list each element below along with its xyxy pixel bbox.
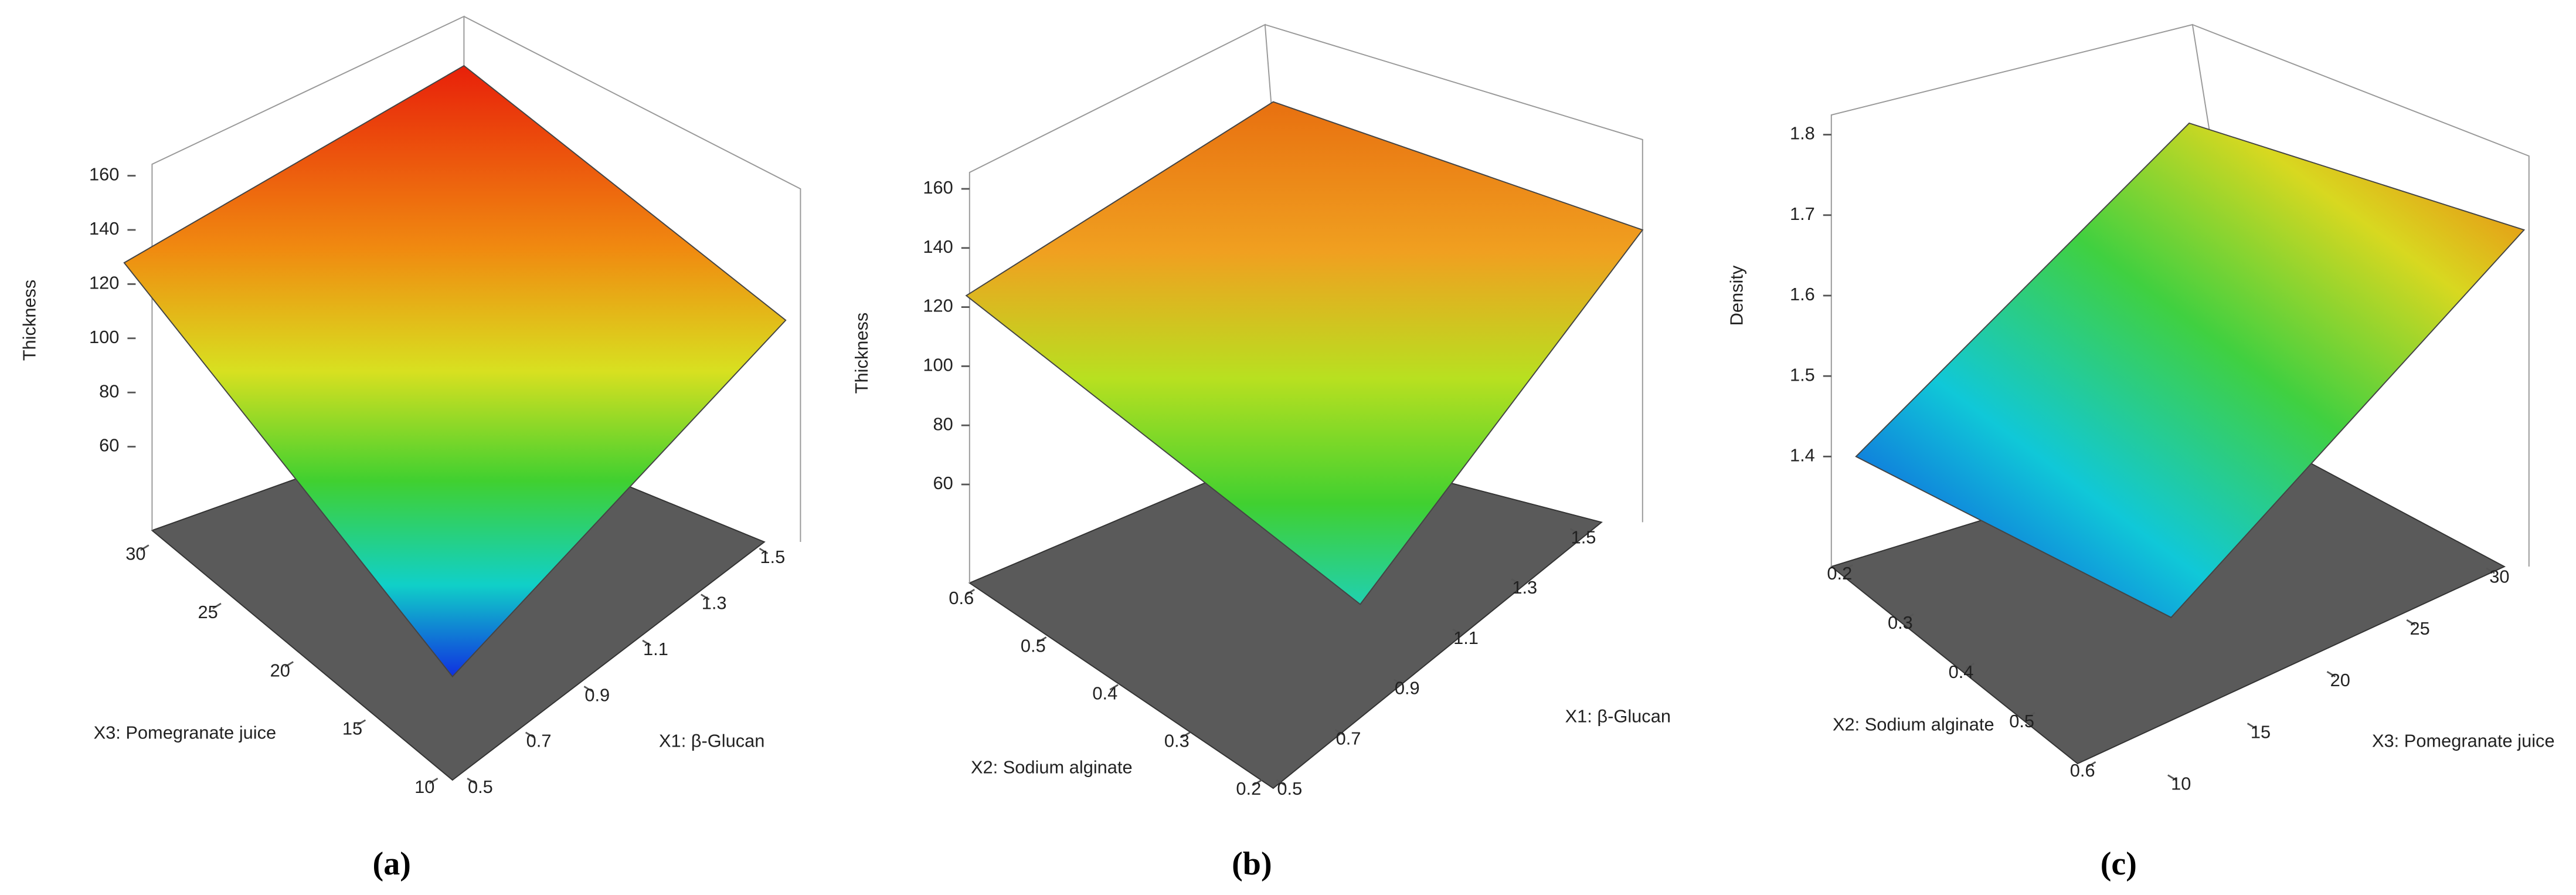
z-tick-label: 160: [923, 177, 953, 198]
y-tick: [284, 661, 294, 668]
y-tick: [1965, 662, 1975, 669]
z-tick-label: 60: [933, 473, 953, 493]
y-tick: [140, 544, 149, 551]
y-tick-label: 0.3: [1888, 612, 1913, 633]
panel-label: (a): [373, 846, 411, 882]
z-tick-label: 140: [89, 218, 119, 239]
x-tick-label: 1.3: [1512, 577, 1537, 598]
x-tick: [2326, 670, 2336, 677]
y-tick: [1109, 684, 1119, 691]
x-axis-label: X1: β-Glucan: [659, 731, 764, 751]
x-tick: [1511, 578, 1521, 585]
y-tick-label: 0.5: [2009, 711, 2034, 731]
y-tick: [2086, 761, 2096, 768]
x-tick-label: 0.9: [1395, 678, 1420, 699]
z-tick-label: 140: [923, 236, 953, 257]
panel-a-decor: [123, 15, 801, 781]
y-tick: [1037, 636, 1047, 643]
y-tick-label: 0.6: [2070, 760, 2095, 781]
x-tick-label: 0.5: [468, 777, 493, 797]
x-axis-label: X1: β-Glucan: [1565, 706, 1671, 727]
x-tick: [700, 594, 710, 601]
x-tick: [525, 731, 535, 738]
panel-b-decor: [965, 23, 1644, 789]
x-tick: [467, 777, 476, 784]
y-tick: [1905, 613, 1914, 620]
y-tick-label: 0.4: [1092, 683, 1117, 704]
panel-label: (c): [2101, 846, 2137, 882]
y-tick-label: 0.2: [1236, 778, 1261, 799]
panel-label: (b): [1232, 846, 1272, 882]
y-tick: [1844, 564, 1853, 571]
x-tick-label: 1.5: [760, 547, 785, 567]
y-tick-label: 0.5: [1021, 635, 1046, 656]
x-tick: [1394, 679, 1403, 686]
y-tick-label: 30: [125, 544, 145, 564]
y-tick: [356, 719, 366, 726]
y-tick-label: 20: [270, 660, 290, 680]
x-tick: [2406, 619, 2415, 626]
y-tick-label: 0.4: [1949, 662, 1974, 682]
y-tick: [212, 602, 222, 609]
z-tick-label: 80: [933, 413, 953, 434]
y-tick: [429, 777, 439, 784]
y-tick-label: 0.6: [949, 588, 974, 608]
x-tick-label: 30: [2489, 567, 2509, 587]
z-tick-label: 60: [99, 435, 119, 456]
x-tick-label: 0.9: [584, 684, 610, 705]
y-axis-label: X3: Pomegranate juice: [94, 723, 277, 743]
y-axis-label: X2: Sodium alginate: [971, 757, 1133, 778]
z-tick-label: 100: [923, 355, 953, 375]
z-tick-label: 1.4: [1790, 445, 1815, 466]
z-axis-label: Thickness: [19, 280, 39, 361]
x-tick-label: 0.7: [526, 731, 552, 751]
z-tick-label: 120: [89, 273, 119, 293]
x-tick: [2167, 774, 2177, 781]
x-tick: [642, 639, 651, 646]
y-tick-label: 25: [198, 602, 218, 622]
x-tick: [1452, 628, 1462, 635]
panel-c-decor: [1830, 23, 2530, 765]
x-axis-label: X3: Pomegranate juice: [2372, 731, 2555, 751]
z-tick-label: 1.8: [1790, 123, 1815, 144]
x-tick-label: 1.3: [702, 593, 727, 613]
x-tick-label: 25: [2410, 618, 2429, 639]
y-tick-label: 0.3: [1164, 731, 1190, 751]
x-tick-label: 15: [2251, 721, 2271, 742]
y-tick: [966, 588, 975, 595]
z-axis-label: Thickness: [851, 313, 872, 394]
x-tick-label: 20: [2330, 670, 2350, 690]
x-tick-label: 10: [2171, 774, 2191, 794]
y-tick-label: 10: [414, 777, 434, 797]
x-tick-label: 1.1: [643, 639, 668, 659]
y-axis-label: X2: Sodium alginate: [1833, 714, 1994, 735]
z-tick-label: 120: [923, 296, 953, 316]
x-tick: [2247, 723, 2256, 730]
z-tick-label: 100: [89, 327, 119, 347]
y-tick: [2026, 711, 2035, 718]
y-tick-label: 15: [342, 718, 362, 739]
x-tick: [583, 686, 593, 693]
x-tick: [759, 547, 769, 554]
x-tick-label: 0.7: [1336, 728, 1361, 748]
z-tick-label: 1.7: [1790, 204, 1815, 224]
y-tick: [1181, 731, 1191, 738]
y-tick-label: 0.2: [1827, 563, 1852, 584]
z-tick-label: 1.5: [1790, 364, 1815, 385]
z-axis-label: Density: [1726, 265, 1746, 326]
z-tick-label: 160: [89, 164, 119, 185]
x-tick-label: 1.1: [1453, 628, 1479, 648]
x-tick-label: 1.5: [1571, 527, 1596, 548]
x-tick: [1334, 729, 1344, 735]
x-tick-label: 0.5: [1277, 778, 1302, 799]
x-tick: [1569, 528, 1579, 535]
z-tick-label: 80: [99, 381, 119, 401]
z-tick-label: 1.6: [1790, 284, 1815, 304]
y-tick: [1253, 779, 1262, 786]
x-tick: [1276, 779, 1286, 786]
x-tick: [2486, 567, 2495, 574]
